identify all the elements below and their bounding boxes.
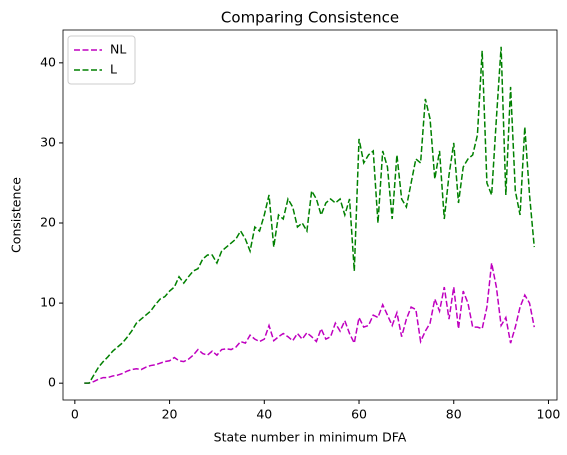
data-line (84, 46, 536, 384)
chart-title: Comparing Consistence (221, 9, 399, 27)
plot-frame (62, 29, 558, 401)
x-tick-label: 80 (446, 407, 462, 422)
x-tick-label: 20 (162, 407, 178, 422)
y-tick-label: 20 (40, 215, 56, 230)
x-tick-label: 100 (537, 407, 561, 422)
legend-label: L (110, 62, 117, 77)
x-axis-label: State number in minimum DFA (214, 430, 407, 445)
legend-label: NL (110, 42, 126, 57)
y-tick-label: 0 (48, 375, 56, 390)
y-axis-label: Consistence (9, 177, 24, 253)
x-tick-label: 60 (351, 407, 367, 422)
data-line (84, 262, 536, 384)
legend-box (67, 35, 136, 85)
x-tick-label: 40 (256, 407, 272, 422)
x-tick-label: 0 (71, 407, 79, 422)
y-tick-label: 10 (40, 295, 56, 310)
y-tick-label: 30 (40, 134, 56, 149)
y-tick-label: 40 (40, 54, 56, 69)
